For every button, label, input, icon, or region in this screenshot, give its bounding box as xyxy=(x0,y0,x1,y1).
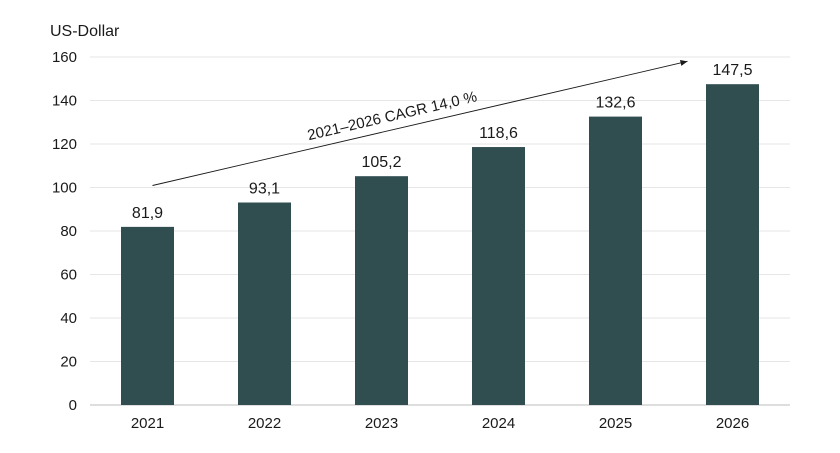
y-tick-label: 140 xyxy=(52,93,77,110)
gridlines xyxy=(90,56,790,406)
x-tick-label: 2024 xyxy=(482,415,515,432)
bar xyxy=(355,176,408,405)
bars xyxy=(121,84,759,406)
data-label: 93,1 xyxy=(249,181,280,198)
y-tick-label: 20 xyxy=(60,354,77,371)
data-label: 132,6 xyxy=(595,95,635,112)
data-label: 105,2 xyxy=(361,154,401,171)
y-tick-label: 40 xyxy=(60,310,77,327)
y-tick-label: 100 xyxy=(52,180,77,197)
cagr-arrow-line xyxy=(152,60,688,186)
data-labels: 81,9 93,1 105,2 118,6 132,6 147,5 xyxy=(132,62,753,222)
y-tick-label: 120 xyxy=(52,136,77,153)
x-tick-label: 2022 xyxy=(248,415,281,432)
y-tick-label: 60 xyxy=(60,267,77,284)
x-tick-label: 2021 xyxy=(131,415,164,432)
y-tick-label: 160 xyxy=(52,49,77,66)
y-tick-label: 80 xyxy=(60,223,77,240)
bar xyxy=(472,147,525,406)
x-tick-label: 2026 xyxy=(716,415,749,432)
x-axis-ticks: 2021 2022 2023 2024 2025 2026 xyxy=(131,415,749,432)
cagr-arrowhead xyxy=(680,60,688,66)
bar xyxy=(238,202,291,405)
y-axis-ticks: 0 20 40 60 80 100 120 140 160 xyxy=(52,49,77,414)
bar xyxy=(706,84,759,405)
data-label: 118,6 xyxy=(479,125,518,142)
bar xyxy=(589,116,642,405)
x-tick-label: 2025 xyxy=(599,415,632,432)
y-axis-title: US-Dollar xyxy=(50,23,120,40)
bar xyxy=(121,226,174,405)
data-label: 147,5 xyxy=(712,62,752,79)
data-label: 81,9 xyxy=(132,205,163,222)
y-tick-label: 0 xyxy=(69,397,77,414)
x-tick-label: 2023 xyxy=(365,415,398,432)
